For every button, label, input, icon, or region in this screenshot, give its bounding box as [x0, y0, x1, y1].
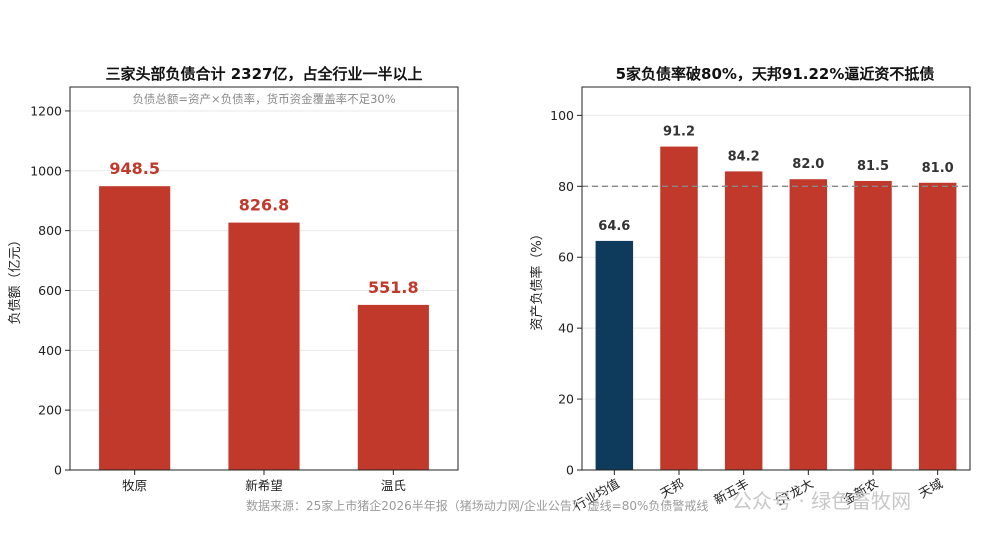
x-tick-label: 温氏 — [381, 478, 406, 493]
data-label: 64.6 — [598, 219, 630, 234]
right-grid — [582, 114, 970, 471]
right-y-axis-label: 资产负债率（%） — [529, 227, 545, 330]
bar-新希望 — [228, 222, 300, 470]
right-chart: 5家负债率破80%，天邦91.22%逼近资不抵债 64.6 91.2 84.2 82.… — [529, 65, 971, 514]
x-tick-label: 天域 — [916, 476, 945, 501]
data-label: 84.2 — [728, 149, 760, 164]
y-tick-label: 600 — [38, 283, 62, 298]
left-y-axis-label: 负债额（亿元） — [8, 233, 23, 324]
left-bars: 948.5 826.8 551.8 — [99, 159, 429, 470]
y-tick-label: 100 — [550, 108, 574, 123]
left-chart-title: 三家头部负债合计 2327亿，占全行业一半以上 — [106, 65, 423, 83]
data-label: 81.5 — [857, 159, 889, 174]
y-tick-label: 800 — [38, 223, 62, 238]
data-label: 91.2 — [663, 125, 695, 140]
right-bars: 64.6 91.2 84.2 82.0 81.5 81.0 — [595, 125, 957, 471]
data-label: 948.5 — [109, 159, 160, 178]
y-tick-label: 20 — [558, 392, 574, 407]
bar-天域 — [918, 182, 957, 470]
data-label: 81.0 — [922, 161, 954, 176]
data-label: 82.0 — [792, 157, 824, 172]
x-tick-label: 新希望 — [245, 478, 283, 493]
data-source-footer: 数据来源：25家上市猪企2026半年报（猪场动力网/企业公告） 虚线=80%负债… — [246, 498, 708, 513]
left-y-ticks: 0 200 400 600 800 1000 1200 — [30, 103, 70, 478]
right-y-ticks: 0 20 40 60 80 100 — [550, 108, 582, 478]
bar-新五丰 — [724, 171, 763, 470]
watermark: 公众号 · 绿色畜牧网 — [732, 489, 911, 513]
y-tick-label: 60 — [558, 250, 574, 265]
y-tick-label: 1000 — [30, 163, 62, 178]
right-plot-frame — [581, 86, 971, 471]
x-tick-label: 牧原 — [122, 478, 147, 493]
bar-行业均值 — [595, 240, 634, 470]
bar-牧原 — [99, 186, 171, 470]
bar-温氏 — [357, 304, 429, 470]
left-chart: 三家头部负债合计 2327亿，占全行业一半以上 负债总额=资产×负债率，货币资金… — [8, 65, 459, 493]
y-tick-label: 400 — [38, 343, 62, 358]
left-chart-subtitle: 负债总额=资产×负债率，货币资金覆盖率不足30% — [132, 92, 395, 106]
y-tick-label: 1200 — [30, 103, 62, 118]
y-tick-label: 0 — [566, 463, 574, 478]
data-label: 826.8 — [239, 196, 290, 215]
y-tick-label: 0 — [54, 463, 62, 478]
data-label: 551.8 — [368, 278, 419, 297]
y-tick-label: 40 — [558, 321, 574, 336]
right-chart-title: 5家负债率破80%，天邦91.22%逼近资不抵债 — [616, 65, 935, 83]
bar-金新农 — [854, 180, 892, 470]
y-tick-label: 80 — [558, 179, 574, 194]
bar-ST龙大 — [789, 179, 828, 470]
left-x-ticks: 牧原 新希望 温氏 — [122, 470, 406, 493]
y-tick-label: 200 — [38, 403, 62, 418]
x-tick-label: 天邦 — [657, 476, 686, 501]
bar-天邦 — [660, 146, 698, 471]
